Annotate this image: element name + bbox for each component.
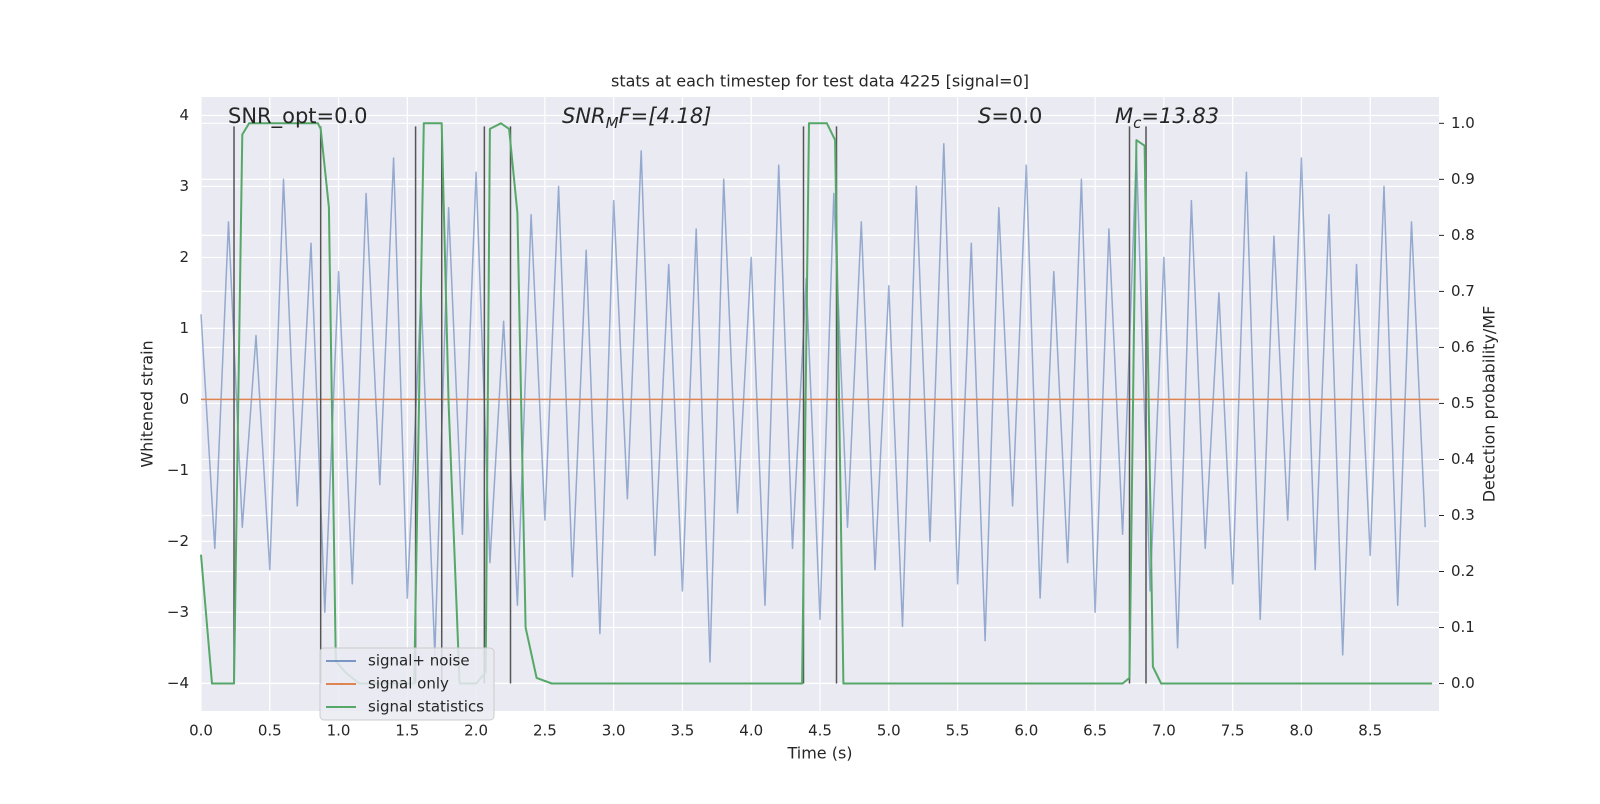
y-tick-label: −4 — [167, 674, 189, 692]
annotation-part: =0.0 — [991, 104, 1042, 128]
x-tick-label: 5.5 — [946, 722, 970, 740]
y2-tick-label: 0.9 — [1451, 170, 1475, 188]
y2-tick-label: 0.0 — [1451, 674, 1475, 692]
x-tick-label: 1.0 — [327, 722, 351, 740]
y2-tick-label: 1.0 — [1451, 114, 1475, 132]
y2-tick-label: 0.5 — [1451, 394, 1475, 412]
x-tick-label: 3.0 — [602, 722, 626, 740]
y-tick-label: 1 — [179, 319, 189, 337]
x-tick-label: 6.5 — [1083, 722, 1107, 740]
x-tick-label: 0.5 — [258, 722, 282, 740]
x-tick-label: 8.0 — [1290, 722, 1314, 740]
x-tick-label: 7.5 — [1221, 722, 1245, 740]
x-tick-label: 5.0 — [877, 722, 901, 740]
y2-axis-label: Detection probability/MF — [1480, 306, 1499, 503]
x-tick-label: 8.5 — [1358, 722, 1382, 740]
annotation-part: M — [1115, 104, 1133, 128]
annotation: S=0.0 — [978, 104, 1042, 128]
legend-label: signal+ noise — [368, 652, 470, 670]
x-tick-label: 2.0 — [464, 722, 488, 740]
x-tick-label: 4.5 — [808, 722, 832, 740]
series-line — [200, 143, 1426, 663]
x-tick-label: 3.5 — [671, 722, 695, 740]
y2-tick-label: 0.6 — [1451, 338, 1475, 356]
annotation-part: SNR — [562, 104, 606, 128]
legend-label: signal statistics — [368, 698, 484, 716]
y-tick-label: −2 — [167, 532, 189, 550]
x-tick-label: 1.5 — [395, 722, 419, 740]
y-tick-label: 4 — [179, 106, 189, 124]
annotation-part: =13.83 — [1141, 104, 1219, 128]
y-tick-label: −1 — [167, 461, 189, 479]
x-axis-label: Time (s) — [786, 744, 852, 763]
x-tick-label: 6.0 — [1014, 722, 1038, 740]
annotation-part: M — [606, 114, 619, 132]
y2-tick-label: 0.8 — [1451, 226, 1475, 244]
chart-title: stats at each timestep for test data 422… — [611, 72, 1029, 91]
y-tick-label: −3 — [167, 603, 189, 621]
legend-label: signal only — [368, 675, 449, 693]
annotation: SNR_opt=0.0 — [228, 104, 368, 129]
series-line — [200, 122, 1433, 685]
y2-tick-label: 0.2 — [1451, 562, 1475, 580]
x-tick-label: 4.0 — [739, 722, 763, 740]
x-tick-label: 2.5 — [533, 722, 557, 740]
y2-tick-label: 0.7 — [1451, 282, 1475, 300]
y-tick-label: 3 — [179, 177, 189, 195]
y-tick-label: 0 — [179, 390, 189, 408]
annotation-part: SNR_opt=0.0 — [228, 104, 368, 129]
annotation-part: S — [978, 104, 991, 128]
y2-tick-label: 0.3 — [1451, 506, 1475, 524]
y-tick-label: 2 — [179, 248, 189, 266]
y2-tick-label: 0.1 — [1451, 618, 1475, 636]
y-axis-label: Whitened strain — [138, 340, 157, 467]
x-tick-label: 0.0 — [189, 722, 213, 740]
annotation-part: c — [1133, 114, 1142, 132]
annotation: SNRMF=[4.18] — [562, 104, 711, 132]
x-tick-label: 7.0 — [1152, 722, 1176, 740]
annotation: Mc=13.83 — [1115, 104, 1219, 132]
annotation-part: F=[4.18] — [619, 104, 712, 128]
y2-tick-label: 0.4 — [1451, 450, 1475, 468]
legend-box — [319, 647, 495, 721]
